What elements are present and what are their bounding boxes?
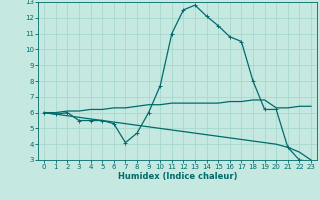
X-axis label: Humidex (Indice chaleur): Humidex (Indice chaleur)	[118, 172, 237, 181]
